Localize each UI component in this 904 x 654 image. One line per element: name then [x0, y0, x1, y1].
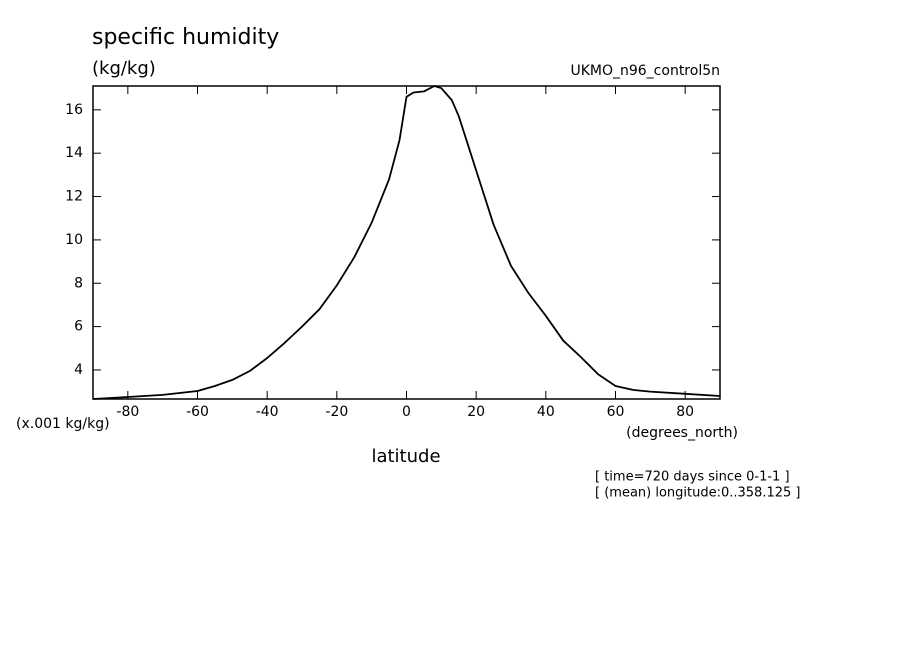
x-units-label: (degrees_north) — [626, 425, 738, 441]
annotation: [ time=720 days since 0-1-1 ] — [595, 470, 790, 485]
units-label: (kg/kg) — [92, 58, 156, 79]
y-tick-label: 6 — [74, 319, 83, 335]
y-scale-label: (x.001 kg/kg) — [16, 416, 110, 432]
x-tick-label: -60 — [186, 404, 209, 420]
x-axis-label: latitude — [371, 446, 440, 467]
annotation: [ (mean) longitude:0..358.125 ] — [595, 486, 800, 501]
x-tick-label: -80 — [116, 404, 139, 420]
y-tick-label: 4 — [74, 362, 83, 378]
y-tick-label: 16 — [65, 102, 83, 118]
x-tick-label: 0 — [402, 404, 411, 420]
x-tick-label: -20 — [325, 404, 348, 420]
y-tick-label: 10 — [65, 232, 83, 248]
dataset-label: UKMO_n96_control5n — [570, 63, 720, 79]
y-tick-label: 8 — [74, 275, 83, 291]
x-tick-label: 20 — [467, 404, 485, 420]
x-tick-label: -40 — [256, 404, 279, 420]
x-tick-label: 60 — [607, 404, 625, 420]
y-tick-label: 14 — [65, 145, 83, 161]
chart-title: specific humidity — [92, 25, 279, 50]
plot-frame — [92, 85, 721, 400]
x-tick-label: 40 — [537, 404, 555, 420]
x-tick-label: 80 — [676, 404, 694, 420]
data-line — [92, 85, 721, 400]
y-tick-label: 12 — [65, 189, 83, 205]
